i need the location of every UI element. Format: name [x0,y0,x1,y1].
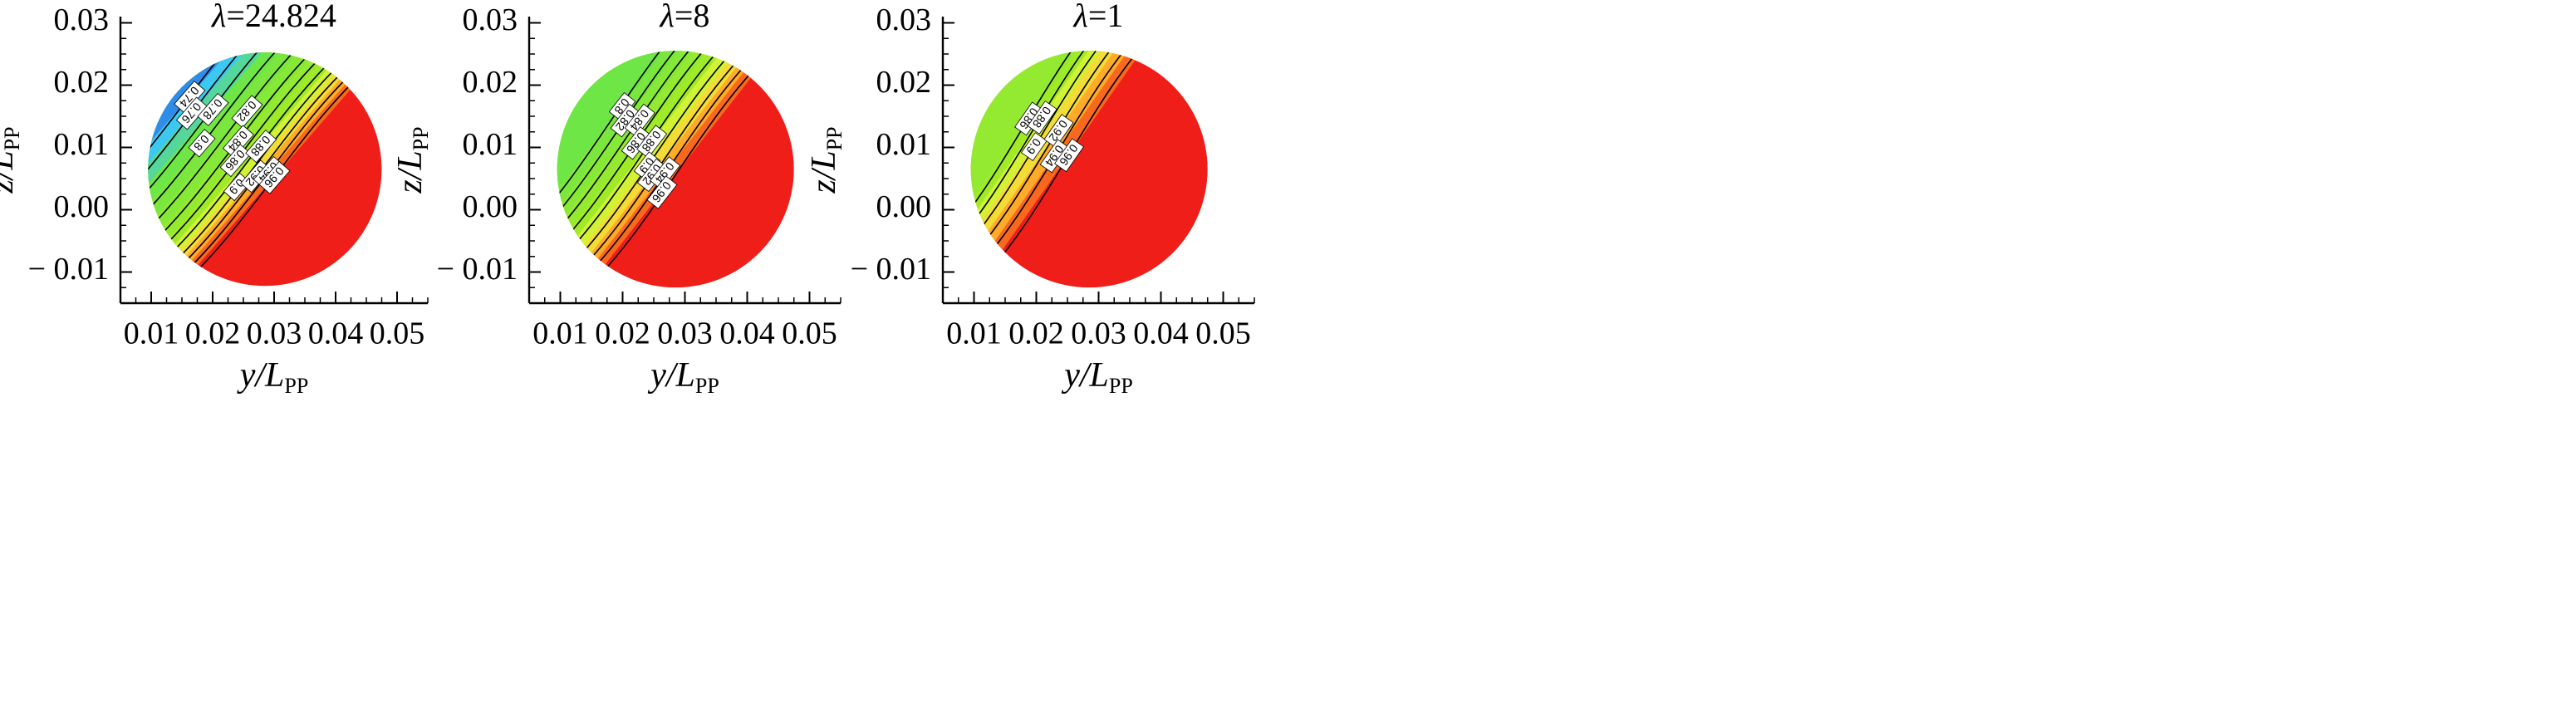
contour-label: 0.92 [1043,114,1074,149]
y-tick-label: − 0.01 [437,252,518,287]
contour-line [557,51,708,242]
contour-label: 0.88 [636,125,668,159]
title-symbol: λ [660,0,675,34]
x-tick-label: 0.02 [185,316,241,351]
contour-line [561,51,752,276]
x-axis-label: y/LPP [647,356,719,398]
x-tick-label: 0.05 [782,316,837,351]
y-tick-label: − 0.01 [851,252,931,287]
contour-line [582,51,773,288]
y-tick-label: 0.03 [54,2,110,37]
y-tick-label: 0.01 [54,127,110,162]
contour-line [148,52,316,242]
x-axis-label-sub: PP [695,374,719,398]
x-tick-label: 0.02 [595,316,650,351]
y-axis-label: z/LPP [391,126,433,194]
y-axis-label-var: z/L [391,150,429,194]
x-axis-label-var: y/L [1061,356,1109,395]
x-tick-label: 0.04 [308,316,364,351]
y-tick-label: 0.02 [54,65,110,100]
y-tick-label: 0.00 [876,189,932,224]
y-tick-label: 0.01 [876,127,932,162]
subplot-2: 0.80.820.840.860.880.90.920.940.960.01 0.… [391,0,841,398]
chart-title: λ=24.824 [211,0,336,34]
title-value: =8 [675,0,710,34]
y-axis-label-var: z/L [805,150,843,194]
y-axis-label-sub: PP [409,126,433,150]
subplot-3: 0.860.880.90.920.940.960.01 0.02 0.03 0.04 0… [805,0,1255,398]
chart-title: λ=8 [660,0,710,34]
x-axis-label-sub: PP [1109,374,1133,398]
axes: 0.01 0.02 0.03 0.04 0.050.030.020.010.00− 0.… [28,2,429,351]
subplot-1: 0.740.760.780.80.820.840.860.880.90.920.… [0,0,429,398]
y-tick-label: 0.03 [876,2,932,37]
x-axis-label: y/LPP [1061,356,1133,398]
y-tick-label: 0.03 [463,2,518,37]
x-tick-label: 0.05 [370,316,425,351]
x-tick-label: 0.02 [1008,316,1064,351]
x-tick-label: 0.03 [1071,316,1126,351]
y-tick-label: − 0.01 [28,252,109,287]
x-tick-label: 0.01 [532,316,588,351]
axes: 0.01 0.02 0.03 0.04 0.050.030.020.010.00− 0.… [437,2,841,351]
contour-label: 0.8 [188,129,216,158]
x-axis-label-sub: PP [284,374,308,398]
chart-title: λ=1 [1073,0,1124,34]
y-axis-label-sub: PP [822,126,846,150]
y-axis-label-var: z/L [0,150,21,194]
axes: 0.01 0.02 0.03 0.04 0.050.030.020.010.00− 0.… [851,2,1255,351]
title-symbol: λ [211,0,226,34]
y-axis-label: z/LPP [0,126,24,194]
contour-line [157,52,358,278]
y-tick-label: 0.00 [463,189,518,224]
x-tick-label: 0.05 [1195,316,1251,351]
y-tick-label: 0.02 [876,65,932,100]
y-tick-label: 0.01 [463,127,518,162]
contour-line [568,51,759,282]
y-axis-label-sub: PP [0,126,24,150]
title-value: =1 [1088,0,1124,34]
x-axis-label-var: y/L [647,356,695,395]
title-symbol: λ [1073,0,1088,34]
y-tick-label: 0.02 [463,65,518,100]
y-tick-label: 0.00 [54,189,110,224]
x-tick-label: 0.01 [946,316,1002,351]
x-tick-label: 0.04 [1133,316,1189,351]
y-axis-label: z/LPP [805,126,846,194]
x-axis-label: y/LPP [237,356,309,398]
x-tick-label: 0.04 [719,316,775,351]
x-tick-label: 0.03 [247,316,302,351]
title-value: =24.824 [226,0,336,34]
x-tick-label: 0.01 [124,316,179,351]
x-tick-label: 0.03 [657,316,713,351]
x-axis-label-var: y/L [237,356,285,395]
